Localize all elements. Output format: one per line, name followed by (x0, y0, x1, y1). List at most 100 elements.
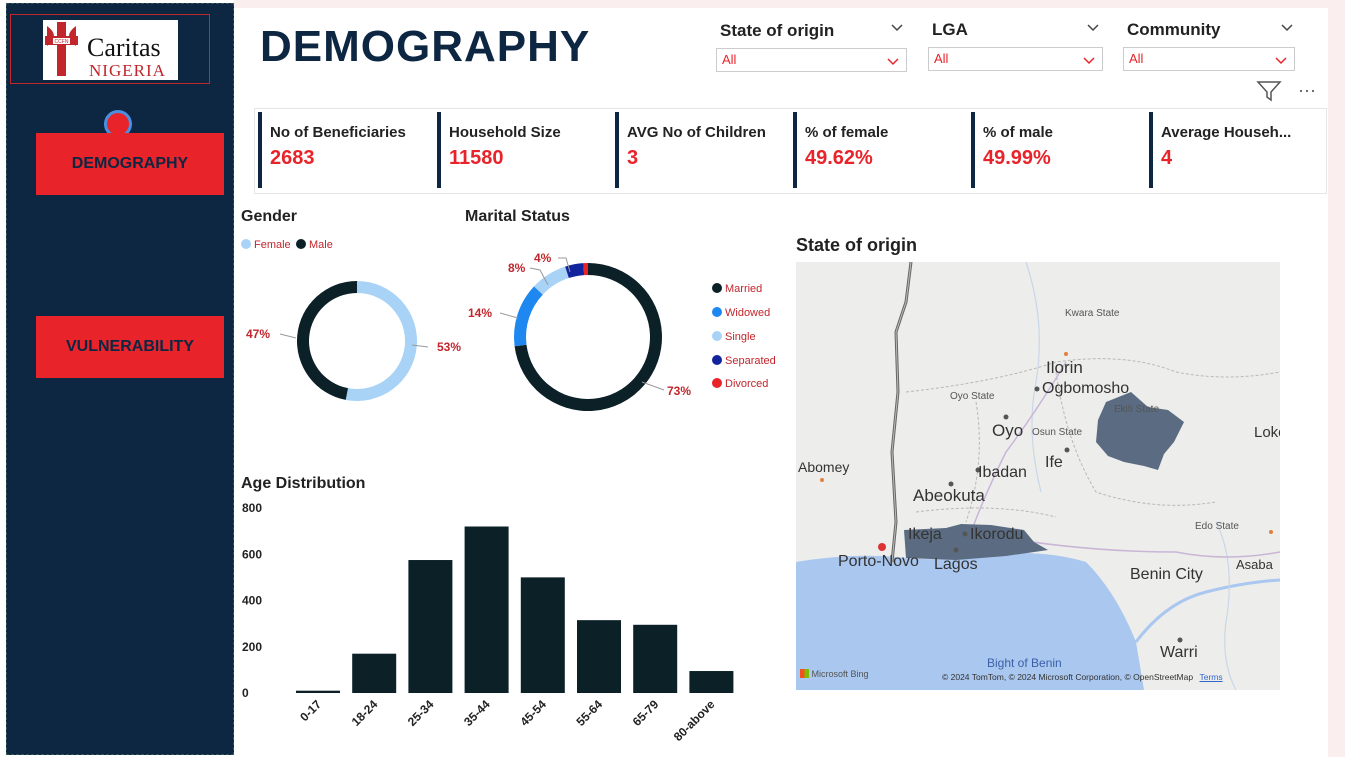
map-title: State of origin (796, 235, 917, 255)
kpi-row (254, 108, 1327, 194)
kpi-value: 49.62% (805, 147, 873, 169)
map-label-ogbomosho: Ogbomosho (1042, 380, 1130, 397)
legend-dot (712, 355, 722, 365)
legend-label: Single (725, 331, 756, 343)
map-label-kwara-state: Kwara State (1065, 308, 1120, 319)
legend-item-separated[interactable]: Separated (712, 355, 776, 367)
marital-separated-pct: 4% (534, 251, 552, 265)
state-of-origin-map[interactable]: Ilorin Ogbomosho Oyo Ife Ibadan Abeokuta… (796, 262, 1280, 690)
kpi-label: % of female (805, 124, 889, 141)
donut-slice-single[interactable] (534, 266, 569, 295)
kpi-label: No of Beneficiaries (270, 124, 406, 141)
caritas-logo: CCFN Caritas NIGERIA (43, 20, 178, 80)
lga-filter-value: All (934, 51, 949, 66)
nav-demography-button[interactable]: DEMOGRAPHY (36, 133, 224, 195)
x-tick-label: 65-79 (630, 697, 662, 729)
map-terms-link[interactable]: Terms (1199, 672, 1223, 682)
chevron-down-icon[interactable] (1280, 20, 1294, 39)
chevron-down-icon[interactable] (1082, 54, 1096, 72)
bar-45-54[interactable] (520, 577, 565, 693)
legend-dot (712, 331, 722, 341)
gender-chart-title: Gender (241, 208, 298, 225)
logo-name: Caritas (87, 33, 161, 62)
map-label-osun-state: Osun State (1032, 427, 1083, 438)
legend-item-male[interactable]: Male (296, 239, 333, 251)
map-label-ibadan: Ibadan (978, 464, 1027, 481)
more-options-icon[interactable]: ··· (1298, 80, 1316, 100)
legend-item-single[interactable]: Single (712, 331, 756, 343)
bar-25-34[interactable] (408, 560, 453, 693)
map-label-ilorin: Ilorin (1046, 358, 1083, 377)
legend-dot (712, 307, 722, 317)
chevron-down-icon[interactable] (886, 55, 900, 73)
map-label-ikeja: Ikeja (908, 526, 942, 543)
map-label-loko: Loko (1254, 424, 1280, 441)
legend-item-widowed[interactable]: Widowed (712, 307, 770, 319)
marital-widowed-pct: 14% (468, 306, 492, 320)
map-label-ikorodu: Ikorodu (970, 526, 1024, 543)
community-filter-dropdown[interactable]: All (1123, 47, 1295, 71)
x-tick-label: 0-17 (297, 697, 324, 724)
bar-80-above[interactable] (689, 671, 734, 693)
map-label-lagos: Lagos (934, 556, 978, 573)
marital-single-pct: 8% (508, 261, 526, 275)
legend-item-female[interactable]: Female (241, 239, 291, 251)
map-credit: © 2024 TomTom, © 2024 Microsoft Corporat… (942, 672, 1223, 682)
marital-married-pct: 73% (667, 384, 691, 398)
top-border (234, 0, 1328, 8)
map-label-porto-novo: Porto-Novo (838, 553, 919, 570)
state-filter-value: All (722, 52, 737, 67)
community-filter-value: All (1129, 51, 1144, 66)
legend-dot (296, 239, 306, 249)
donut-slice-female[interactable] (345, 281, 417, 401)
microsoft-icon (800, 669, 809, 678)
chevron-down-icon[interactable] (890, 20, 904, 39)
kpi-label: AVG No of Children (627, 124, 766, 141)
donut-slice-divorced[interactable] (583, 263, 588, 276)
nav-vulnerability-button[interactable]: VULNERABILITY (36, 316, 224, 378)
donut-slice-male[interactable] (296, 281, 357, 400)
logo-sub: NIGERIA (89, 61, 166, 80)
y-tick-label: 800 (242, 501, 262, 515)
kpi-card: % of male 49.99% (971, 112, 1147, 188)
lga-filter-dropdown[interactable]: All (928, 47, 1103, 71)
bar-35-44[interactable] (464, 526, 509, 694)
x-tick-label: 18-24 (349, 697, 381, 729)
kpi-label: Average Househ... (1161, 124, 1292, 141)
lga-filter-label: LGA (932, 20, 968, 39)
kpi-value: 4 (1161, 147, 1173, 169)
donut-slice-separated[interactable] (565, 263, 585, 279)
legend-item-married[interactable]: Married (712, 283, 762, 295)
gender-donut-chart: 53% 47% (246, 281, 461, 401)
legend-label: Male (309, 239, 333, 251)
map-credit-text: © 2024 TomTom, © 2024 Microsoft Corporat… (942, 672, 1194, 682)
bar-65-79[interactable] (633, 624, 678, 693)
map-label-edo-state: Edo State (1195, 521, 1239, 532)
bar-55-64[interactable] (577, 620, 621, 693)
bar-0-17[interactable] (296, 690, 340, 693)
y-tick-label: 200 (242, 640, 262, 654)
map-label-abeokuta: Abeokuta (913, 486, 985, 505)
bar-18-24[interactable] (352, 653, 397, 693)
legend-label: Separated (725, 355, 776, 367)
chevron-down-icon[interactable] (1086, 20, 1100, 39)
right-border (1328, 0, 1345, 757)
legend-label: Divorced (725, 378, 769, 390)
state-filter-dropdown[interactable]: All (716, 48, 907, 72)
kpi-card: Household Size 11580 (437, 112, 613, 188)
kpi-card: % of female 49.62% (793, 112, 969, 188)
map-label-ife: Ife (1045, 454, 1063, 471)
y-tick-label: 600 (242, 547, 262, 561)
kpi-card: Average Househ... 4 (1149, 112, 1325, 188)
legend-item-divorced[interactable]: Divorced (712, 378, 768, 390)
kpi-label: % of male (983, 124, 1054, 141)
kpi-value: 49.99% (983, 147, 1051, 169)
logo-badge-text: CCFN (55, 39, 69, 45)
x-tick-label: 35-44 (461, 697, 493, 729)
chevron-down-icon[interactable] (1274, 54, 1288, 72)
map-label-benin-city: Benin City (1130, 566, 1203, 583)
page-title: DEMOGRAPHY (260, 22, 591, 71)
marital-donut-chart: 73% 14% 8% 4% (468, 251, 691, 411)
donut-slice-widowed[interactable] (514, 286, 543, 347)
filter-icon[interactable] (1256, 80, 1282, 107)
